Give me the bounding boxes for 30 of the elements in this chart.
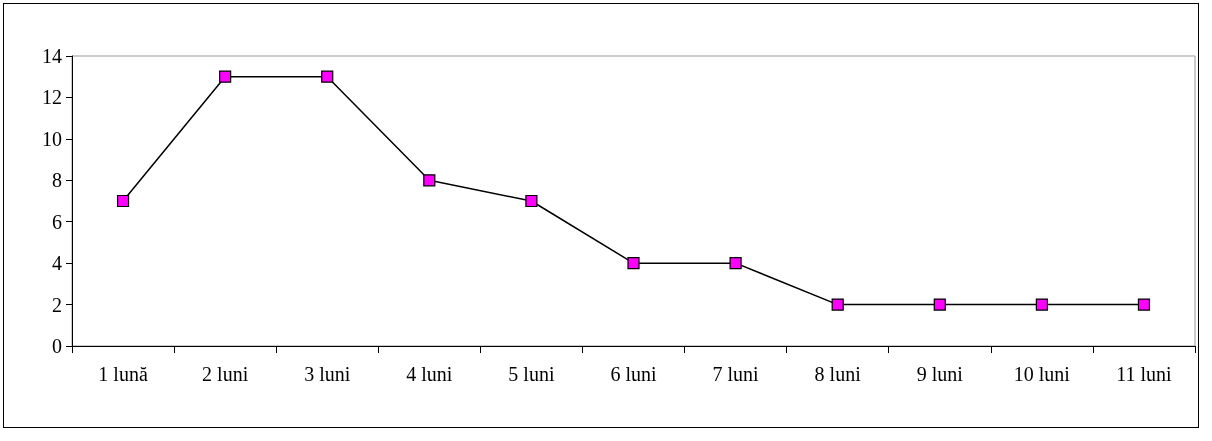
x-tick-label: 10 luni — [1013, 363, 1071, 385]
point — [1137, 298, 1151, 311]
x-tick-label: 5 luni — [508, 363, 555, 385]
y-tick-label: 4 — [52, 252, 62, 275]
x-tick-label: 2 luni — [202, 363, 249, 385]
y-tick-label: 6 — [52, 210, 62, 233]
point — [1035, 298, 1048, 311]
x-tick-label: 3 luni — [304, 363, 351, 385]
point — [627, 257, 640, 270]
x-tick-label: 4 luni — [406, 363, 453, 385]
point — [525, 194, 538, 208]
point — [729, 257, 742, 270]
point — [423, 174, 436, 187]
y-tick-label: 2 — [52, 293, 62, 316]
y-tick-label: 12 — [42, 86, 62, 109]
y-tick-label: 10 — [42, 127, 62, 150]
x-tick-label: 11 luni — [1116, 363, 1173, 385]
x-tick-label: 6 luni — [610, 363, 657, 385]
y-tick-label: 0 — [52, 335, 62, 357]
point — [321, 70, 334, 83]
x-tick-label: 1 lună — [98, 363, 148, 385]
point — [116, 194, 130, 208]
x-tick-label: 7 luni — [712, 363, 760, 385]
point — [933, 298, 946, 311]
point — [831, 298, 844, 311]
y-tick-label: 14 — [42, 45, 62, 67]
y-tick-label: 8 — [52, 169, 62, 192]
x-tick-label: 9 luni — [916, 363, 964, 385]
point — [219, 70, 232, 83]
x-tick-label: 8 luni — [814, 363, 862, 385]
